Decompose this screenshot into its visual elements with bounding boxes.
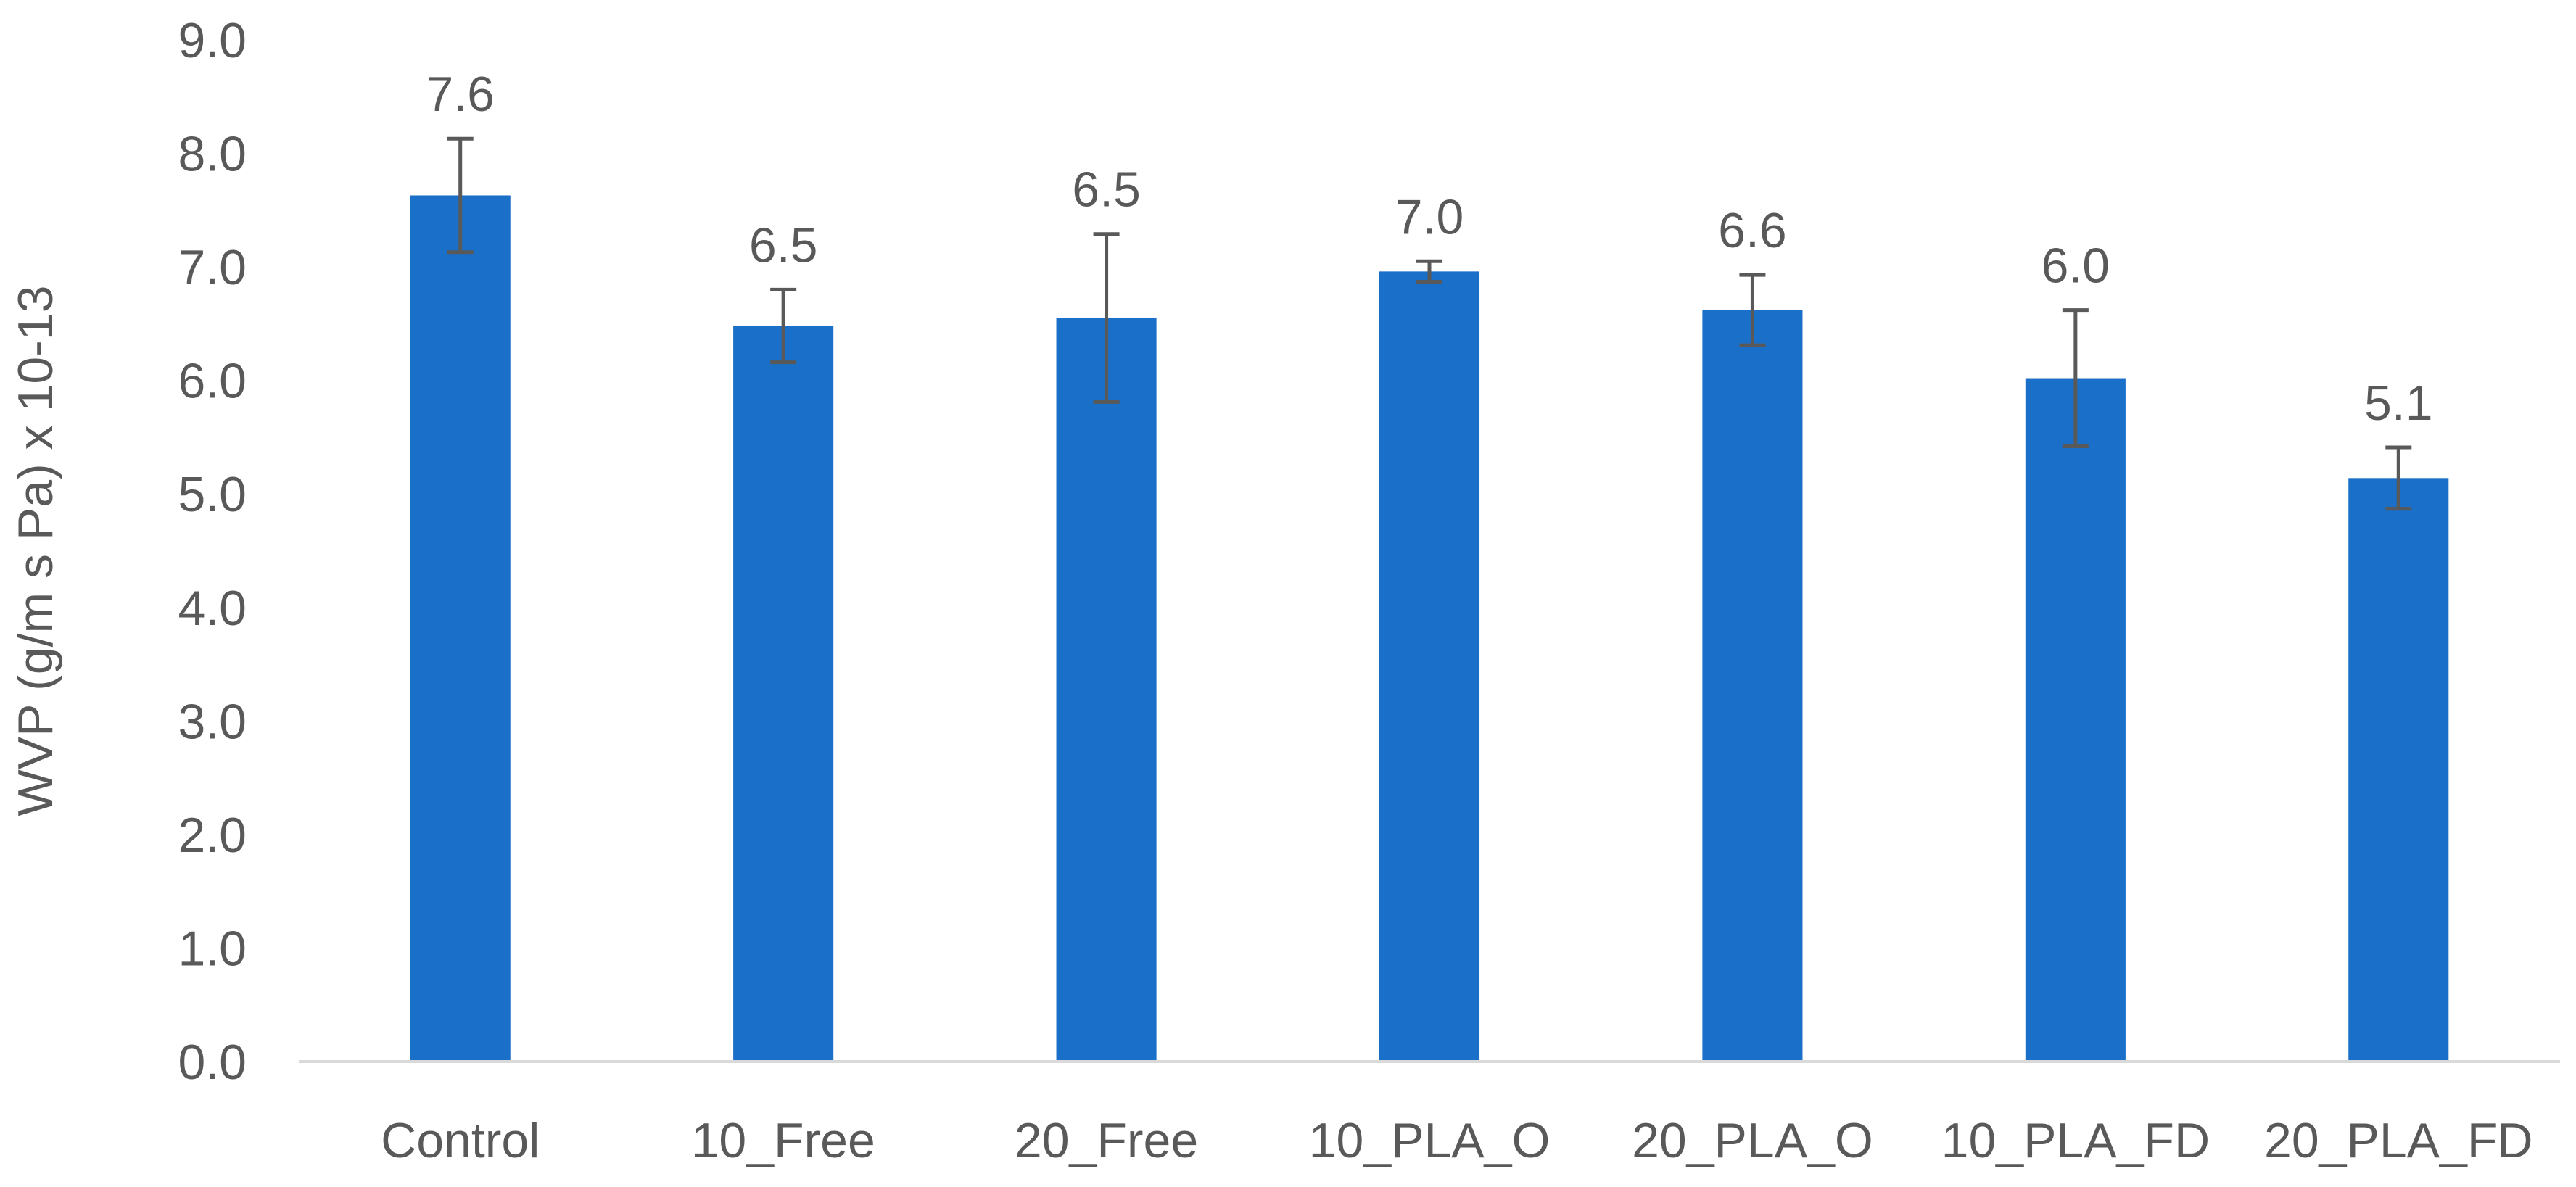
- x-axis-category-label: 20_Free: [1015, 1113, 1198, 1168]
- data-label: 6.5: [749, 218, 818, 273]
- error-bar: [2385, 445, 2412, 511]
- data-labels: 7.6 6.5 6.5 7.0 6.6 6.0 5.1: [426, 67, 2432, 431]
- bar: [1702, 310, 1803, 1062]
- bar: [410, 195, 511, 1062]
- bar: [733, 326, 834, 1062]
- bar: [2348, 478, 2449, 1062]
- data-label: 5.1: [2364, 376, 2433, 431]
- y-tick-label: 2.0: [178, 808, 247, 863]
- error-bar: [1739, 273, 1766, 347]
- data-label: 6.5: [1072, 162, 1141, 218]
- bar: [1056, 318, 1157, 1062]
- error-bar: [770, 287, 797, 365]
- bar: [1379, 271, 1480, 1062]
- y-tick-label: 6.0: [178, 354, 247, 409]
- error-bars: [447, 136, 2412, 511]
- data-label: 6.6: [1718, 203, 1787, 258]
- x-axis-category-label: Control: [381, 1113, 540, 1168]
- x-axis-labels: Control 10_Free 20_Free 10_PLA_O 20_PLA_O 10_…: [381, 1113, 2532, 1168]
- bars: [410, 195, 2449, 1062]
- bar: [2025, 378, 2126, 1062]
- x-axis-category-label: 10_PLA_O: [1309, 1113, 1551, 1168]
- data-label: 7.0: [1395, 189, 1464, 244]
- x-axis-category-label: 20_PLA_O: [1632, 1113, 1873, 1168]
- error-bar: [1416, 259, 1442, 284]
- y-tick-label: 5.0: [178, 467, 247, 522]
- x-axis-category-label: 10_Free: [692, 1113, 875, 1168]
- data-label: 7.6: [426, 67, 495, 122]
- x-axis-category-label: 10_PLA_FD: [1941, 1113, 2210, 1168]
- y-tick-label: 3.0: [178, 694, 247, 749]
- y-tick-label: 1.0: [178, 921, 247, 976]
- y-tick-label: 9.0: [178, 13, 247, 68]
- error-bar: [2062, 308, 2089, 448]
- y-axis-ticks: 0.0 1.0 2.0 3.0 4.0 5.0 6.0 7.0 8.0 9.0: [178, 13, 247, 1090]
- y-tick-label: 8.0: [178, 127, 247, 182]
- data-label: 6.0: [2042, 239, 2110, 294]
- y-tick-label: 7.0: [178, 240, 247, 295]
- y-tick-label: 0.0: [178, 1035, 247, 1090]
- y-axis-title: WVP (g/m s Pa) x 10-13: [8, 286, 63, 816]
- error-bar: [1093, 232, 1120, 404]
- error-bar: [447, 136, 474, 255]
- x-axis-category-label: 20_PLA_FD: [2264, 1113, 2532, 1168]
- y-tick-label: 4.0: [178, 581, 247, 636]
